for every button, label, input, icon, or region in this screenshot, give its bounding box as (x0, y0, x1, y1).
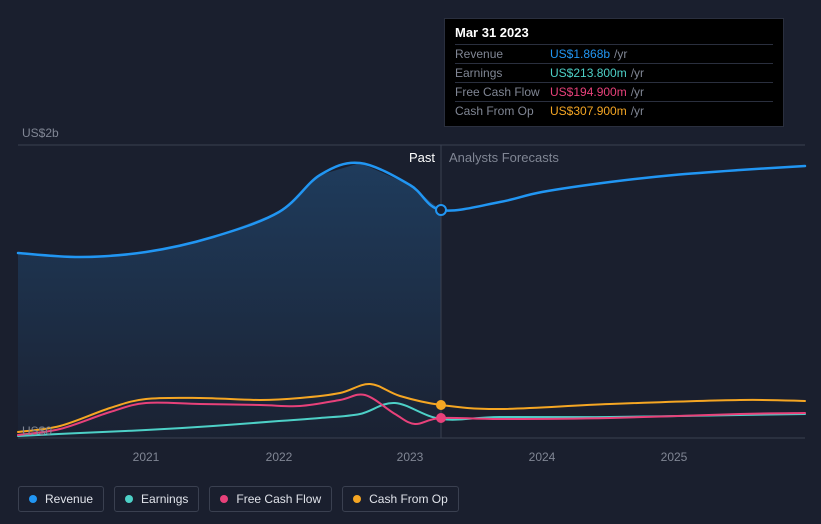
tooltip-row-unit: /yr (631, 66, 644, 80)
legend-dot-icon (29, 495, 37, 503)
legend-dot-icon (353, 495, 361, 503)
legend-dot-icon (125, 495, 133, 503)
tooltip-row-label: Cash From Op (455, 104, 550, 118)
past-area-fill (18, 163, 441, 438)
tooltip-row-value: US$213.800m (550, 66, 627, 80)
legend-item-label: Cash From Op (369, 492, 448, 506)
chart-tooltip: Mar 31 2023 RevenueUS$1.868b/yrEarningsU… (444, 18, 784, 127)
tooltip-row-label: Earnings (455, 66, 550, 80)
marker-fcf (437, 414, 445, 422)
tooltip-row: Cash From OpUS$307.900m/yr (455, 101, 773, 120)
tooltip-row-label: Free Cash Flow (455, 85, 550, 99)
y-axis-label: US$2b (22, 126, 59, 140)
legend: Revenue Earnings Free Cash Flow Cash From O… (18, 486, 459, 512)
tooltip-row: EarningsUS$213.800m/yr (455, 63, 773, 82)
x-tick: 2025 (661, 450, 688, 464)
x-tick: 2022 (266, 450, 293, 464)
y-axis-label: US$0 (22, 424, 52, 438)
tooltip-row-value: US$194.900m (550, 85, 627, 99)
legend-item-revenue[interactable]: Revenue (18, 486, 104, 512)
financials-chart: US$2b US$0 Past Analysts Forecasts 2021 2… (0, 0, 821, 524)
marker-revenue (436, 205, 446, 215)
legend-item-label: Earnings (141, 492, 188, 506)
tooltip-row: Free Cash FlowUS$194.900m/yr (455, 82, 773, 101)
x-tick: 2024 (529, 450, 556, 464)
tooltip-row-unit: /yr (614, 47, 627, 61)
legend-item-label: Revenue (45, 492, 93, 506)
legend-item-label: Free Cash Flow (236, 492, 321, 506)
x-tick: 2023 (397, 450, 424, 464)
tooltip-row-value: US$307.900m (550, 104, 627, 118)
legend-dot-icon (220, 495, 228, 503)
legend-item-cfo[interactable]: Cash From Op (342, 486, 459, 512)
forecast-section-label: Analysts Forecasts (449, 150, 559, 165)
past-section-label: Past (409, 150, 435, 165)
tooltip-row-unit: /yr (631, 85, 644, 99)
tooltip-row-value: US$1.868b (550, 47, 610, 61)
tooltip-title: Mar 31 2023 (455, 25, 773, 44)
tooltip-row: RevenueUS$1.868b/yr (455, 44, 773, 63)
legend-item-earnings[interactable]: Earnings (114, 486, 199, 512)
marker-cfo (437, 401, 445, 409)
tooltip-row-unit: /yr (631, 104, 644, 118)
legend-item-fcf[interactable]: Free Cash Flow (209, 486, 332, 512)
x-tick: 2021 (133, 450, 160, 464)
tooltip-row-label: Revenue (455, 47, 550, 61)
